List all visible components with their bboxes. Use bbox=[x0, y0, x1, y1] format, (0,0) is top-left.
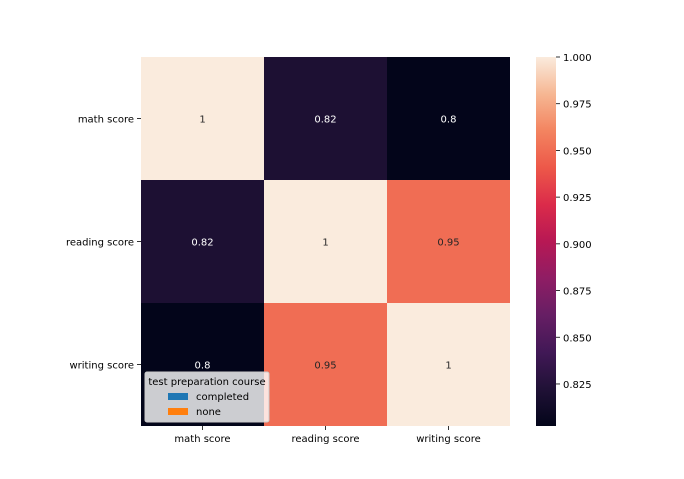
legend-label: none bbox=[196, 407, 221, 418]
cell-annotations: 1 0.82 0.8 0.82 1 0.95 0.8 0.95 1 bbox=[191, 115, 459, 372]
y-tick-label: writing score bbox=[69, 361, 134, 372]
heatmap-cell bbox=[141, 180, 264, 303]
legend-title: test preparation course bbox=[148, 377, 265, 388]
colorbar-tick-label: 1.000 bbox=[563, 53, 592, 64]
y-axis-ticks: math score reading score writing score bbox=[66, 115, 141, 372]
heatmap-cell bbox=[141, 57, 264, 180]
x-tick-label: reading score bbox=[291, 434, 359, 445]
colorbar-tick-label: 0.925 bbox=[563, 193, 592, 204]
legend: test preparation course completed none bbox=[144, 371, 270, 423]
cell-annotation: 1 bbox=[199, 115, 205, 126]
heatmap-cells bbox=[141, 57, 510, 426]
heatmap-cell bbox=[387, 303, 510, 426]
x-axis-ticks: math score reading score writing score bbox=[174, 426, 481, 445]
y-tick-label: reading score bbox=[66, 238, 134, 249]
colorbar-gradient bbox=[536, 57, 556, 426]
colorbar-ticks: 0.825 0.850 0.875 0.900 0.925 0.950 0.975 1.000 bbox=[556, 53, 592, 391]
cell-annotation: 1 bbox=[445, 361, 451, 372]
legend-label: completed bbox=[196, 392, 249, 403]
colorbar-tick-label: 0.975 bbox=[563, 100, 592, 111]
colorbar-tick-label: 0.950 bbox=[563, 146, 592, 157]
colorbar: 0.825 0.850 0.875 0.900 0.925 0.950 0.975 1.000 bbox=[536, 53, 592, 426]
heatmap-cell bbox=[264, 180, 387, 303]
colorbar-tick-label: 0.875 bbox=[563, 287, 592, 298]
heatmap-cell bbox=[387, 180, 510, 303]
legend-swatch bbox=[168, 408, 188, 415]
cell-annotation: 0.8 bbox=[441, 115, 457, 126]
legend-items: completed none bbox=[168, 392, 249, 418]
cell-annotation: 0.82 bbox=[191, 238, 213, 249]
heatmap-cell bbox=[264, 57, 387, 180]
heatmap-cell bbox=[387, 57, 510, 180]
legend-swatch bbox=[168, 393, 188, 400]
heatmap-cell bbox=[264, 303, 387, 426]
cell-annotation: 1 bbox=[322, 238, 328, 249]
cell-annotation: 0.95 bbox=[314, 361, 336, 372]
cell-annotation: 0.82 bbox=[314, 115, 336, 126]
x-tick-label: math score bbox=[174, 434, 230, 445]
cell-annotation: 0.95 bbox=[437, 238, 459, 249]
colorbar-tick-label: 0.825 bbox=[563, 380, 592, 391]
colorbar-tick-label: 0.900 bbox=[563, 240, 592, 251]
cell-annotation: 0.8 bbox=[195, 361, 211, 372]
x-tick-label: writing score bbox=[416, 434, 481, 445]
colorbar-tick-label: 0.850 bbox=[563, 333, 592, 344]
y-tick-label: math score bbox=[78, 115, 134, 126]
